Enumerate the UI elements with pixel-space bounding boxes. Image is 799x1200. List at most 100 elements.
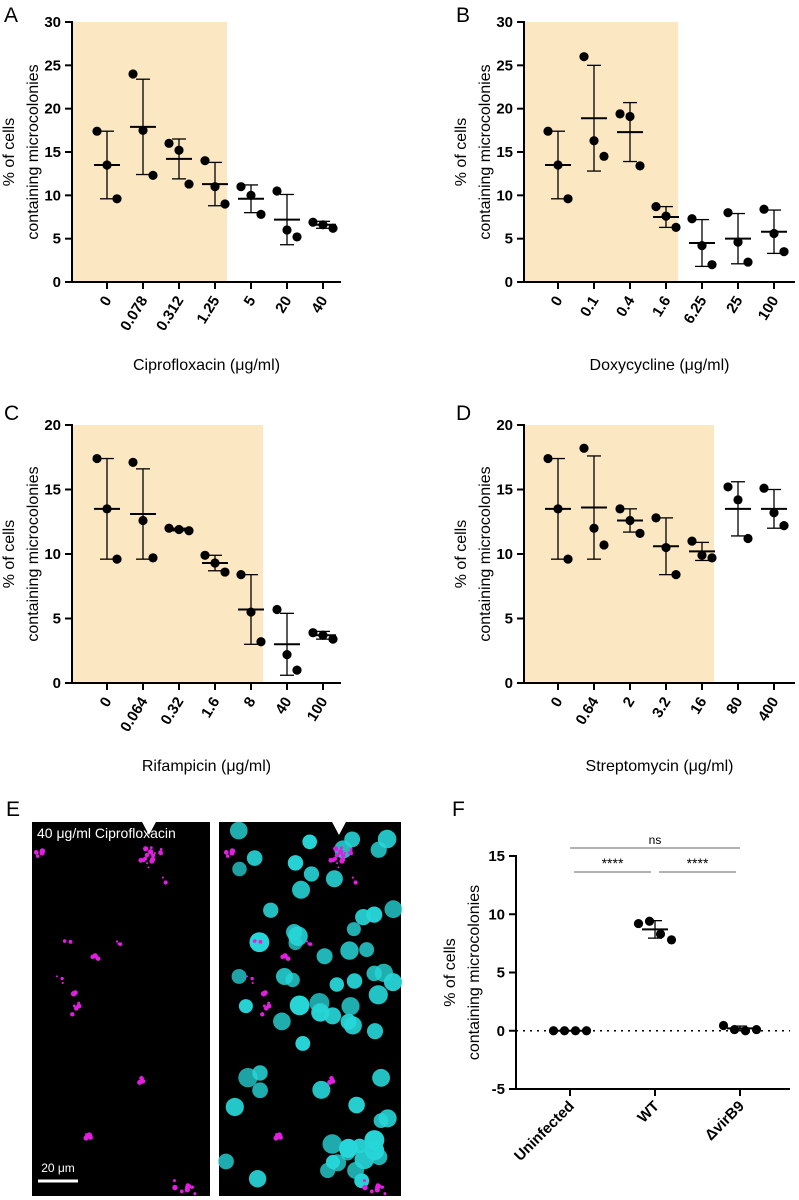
panel-letter: E (6, 798, 20, 821)
data-point (687, 536, 697, 546)
speck (141, 857, 146, 862)
nucleus (218, 1153, 234, 1170)
nucleus (248, 1170, 267, 1188)
data-point (92, 126, 102, 136)
nucleus (292, 880, 311, 899)
y-tick-label: 5 (505, 611, 513, 628)
data-point (318, 220, 328, 230)
x-tick-label: 16 (687, 694, 710, 717)
nucleus (354, 1173, 370, 1189)
y-tick-label: 0 (53, 274, 61, 291)
x-tick-label: 0 (97, 694, 116, 710)
data-point (589, 136, 599, 146)
speck (225, 854, 230, 858)
data-point (102, 160, 112, 170)
y-axis-title: containing microcolonies (477, 466, 494, 641)
data-point (246, 607, 256, 617)
data-point (184, 526, 194, 536)
x-tick-label: 40 (272, 694, 295, 717)
x-tick-label: ΔvirB9 (702, 1098, 748, 1144)
x-tick-label: 0.4 (613, 293, 639, 320)
x-tick-label: 8 (241, 694, 260, 710)
speck (149, 846, 153, 850)
data-point (553, 160, 563, 170)
nucleus (366, 965, 382, 982)
nucleus (364, 1130, 385, 1151)
x-tick-label: 0.64 (573, 694, 603, 728)
y-tick-label: 0 (505, 274, 513, 291)
micrograph-panel: 40 μg/ml Ciprofloxacin 20 μm E (6, 798, 403, 1196)
speck (137, 1079, 143, 1085)
data-point (128, 457, 138, 468)
data-point (92, 453, 102, 464)
nucleus (252, 1065, 268, 1081)
speck (334, 852, 340, 858)
significance-label: **** (687, 855, 709, 871)
nucleus (346, 973, 363, 989)
x-tick-label: 2 (620, 694, 639, 710)
arrowhead (331, 820, 347, 835)
y-tick-label: 10 (496, 187, 513, 204)
speck (144, 852, 150, 858)
data-point (236, 570, 246, 580)
data-point (661, 211, 671, 221)
y-tick-label: 10 (44, 546, 61, 563)
micrograph-magenta (32, 822, 210, 1196)
speck (62, 939, 67, 943)
nucleus (229, 821, 248, 840)
speck (377, 1184, 382, 1189)
speck (351, 876, 354, 879)
x-axis-title: Ciprofloxacin (μg/ml) (133, 357, 280, 374)
nucleus (359, 942, 375, 958)
speck (246, 975, 249, 978)
data-point (548, 1026, 559, 1036)
speck (307, 942, 311, 946)
x-tick-label: 1.6 (198, 694, 223, 721)
nucleus (329, 977, 345, 992)
y-tick-label: 5 (497, 965, 505, 982)
speck (273, 1135, 279, 1141)
y-tick-label: 0 (505, 675, 513, 692)
x-axis-title: Rifampicin (μg/ml) (142, 758, 271, 775)
speck (264, 1006, 269, 1011)
nucleus (366, 906, 383, 923)
data-point (256, 209, 266, 219)
y-axis-title: % of cells (453, 118, 470, 186)
x-tick-label: 0.32 (158, 694, 188, 728)
y-tick-label: 15 (44, 144, 61, 161)
data-point (138, 125, 148, 135)
nucleus (325, 870, 343, 888)
speck (163, 880, 168, 885)
data-point (256, 637, 266, 647)
speck (187, 1184, 192, 1189)
data-point (599, 540, 609, 550)
speck (83, 1135, 89, 1141)
data-point (272, 186, 282, 196)
data-point (148, 170, 158, 180)
data-point (751, 1024, 762, 1035)
y-axis-title: containing microcolonies (477, 64, 494, 239)
data-point (769, 508, 779, 518)
y-tick-label: 20 (496, 417, 513, 434)
data-point (625, 111, 635, 122)
x-tick-label: 400 (755, 694, 783, 724)
nucleus (288, 936, 303, 951)
speck (90, 954, 95, 959)
panel-letter: A (4, 4, 18, 27)
data-point (687, 214, 697, 224)
nucleus (320, 1162, 336, 1179)
y-tick-label: 0 (497, 1023, 505, 1040)
shaded-region (524, 22, 678, 282)
x-tick-label: WT (634, 1098, 663, 1127)
data-point (697, 241, 707, 251)
shaded-region (72, 22, 227, 282)
speck (33, 850, 39, 855)
data-point (633, 918, 644, 929)
y-tick-label: 30 (44, 14, 61, 31)
data-point (184, 179, 194, 189)
scale-bar-label: 20 μm (41, 1161, 75, 1175)
speck (158, 850, 163, 856)
data-point (671, 570, 681, 580)
panel-letter: D (456, 402, 471, 425)
data-point (112, 194, 122, 204)
